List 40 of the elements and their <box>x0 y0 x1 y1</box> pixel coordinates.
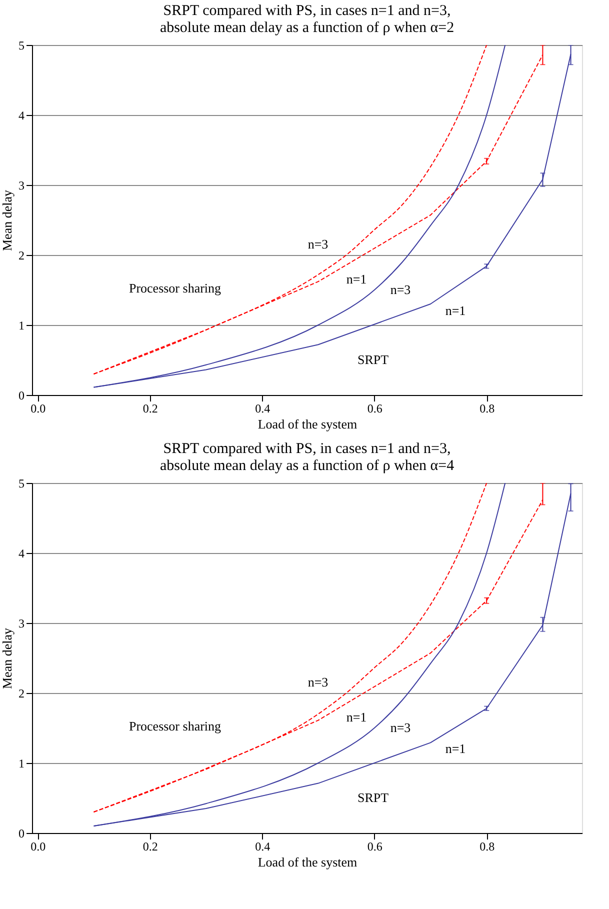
annotation: n=3 <box>308 236 328 252</box>
annotation: SRPT <box>357 352 389 367</box>
annotation: n=1 <box>346 272 367 286</box>
x-tick-label: 0.4 <box>255 402 270 416</box>
y-tick-label: 4 <box>18 546 24 560</box>
x-tick-label: 0.0 <box>30 402 46 416</box>
annotation: n=1 <box>346 710 367 724</box>
y-tick-label: 2 <box>18 248 24 262</box>
x-tick-label: 0.2 <box>142 402 158 416</box>
annotation: n=1 <box>445 741 466 756</box>
y-tick-label: 2 <box>18 686 24 700</box>
y-tick-label: 3 <box>18 178 24 192</box>
x-axis-title: Load of the system <box>258 416 358 432</box>
annotation: SRPT <box>357 790 389 805</box>
y-tick-label: 5 <box>18 476 24 490</box>
chart-title: SRPT compared with PS, in cases n=1 and n=3, absolute mean delay as a function of ρ when α=4 <box>160 441 455 474</box>
y-tick-label: 4 <box>18 108 24 122</box>
y-tick-label: 5 <box>18 38 24 52</box>
annotation: Processor sharing <box>128 718 222 734</box>
x-tick-label: 0.6 <box>367 402 382 416</box>
y-axis-title: Mean delay <box>0 628 14 690</box>
x-tick-label: 0.0 <box>30 840 46 854</box>
annotation: n=3 <box>390 720 411 735</box>
x-tick-label: 0.6 <box>367 840 382 854</box>
x-tick-label: 0.2 <box>142 840 158 854</box>
x-tick-label: 0.8 <box>480 402 495 416</box>
x-tick-label: 0.8 <box>480 840 495 854</box>
y-axis-title: Mean delay <box>0 190 14 252</box>
y-tick-label: 0 <box>18 388 24 402</box>
y-tick-label: 1 <box>18 756 24 770</box>
y-tick-label: 0 <box>18 826 24 840</box>
chart-title: SRPT compared with PS, in cases n=1 and n=3, absolute mean delay as a function of ρ when α=2 <box>160 3 454 36</box>
x-tick-label: 0.4 <box>255 840 270 854</box>
x-axis-title: Load of the system <box>258 854 358 870</box>
y-tick-label: 1 <box>18 318 24 332</box>
y-tick-label: 3 <box>18 616 24 630</box>
annotation: Processor sharing <box>128 280 222 296</box>
annotation: n=3 <box>390 282 411 297</box>
annotation: n=3 <box>308 674 328 690</box>
annotation: n=1 <box>445 303 466 318</box>
